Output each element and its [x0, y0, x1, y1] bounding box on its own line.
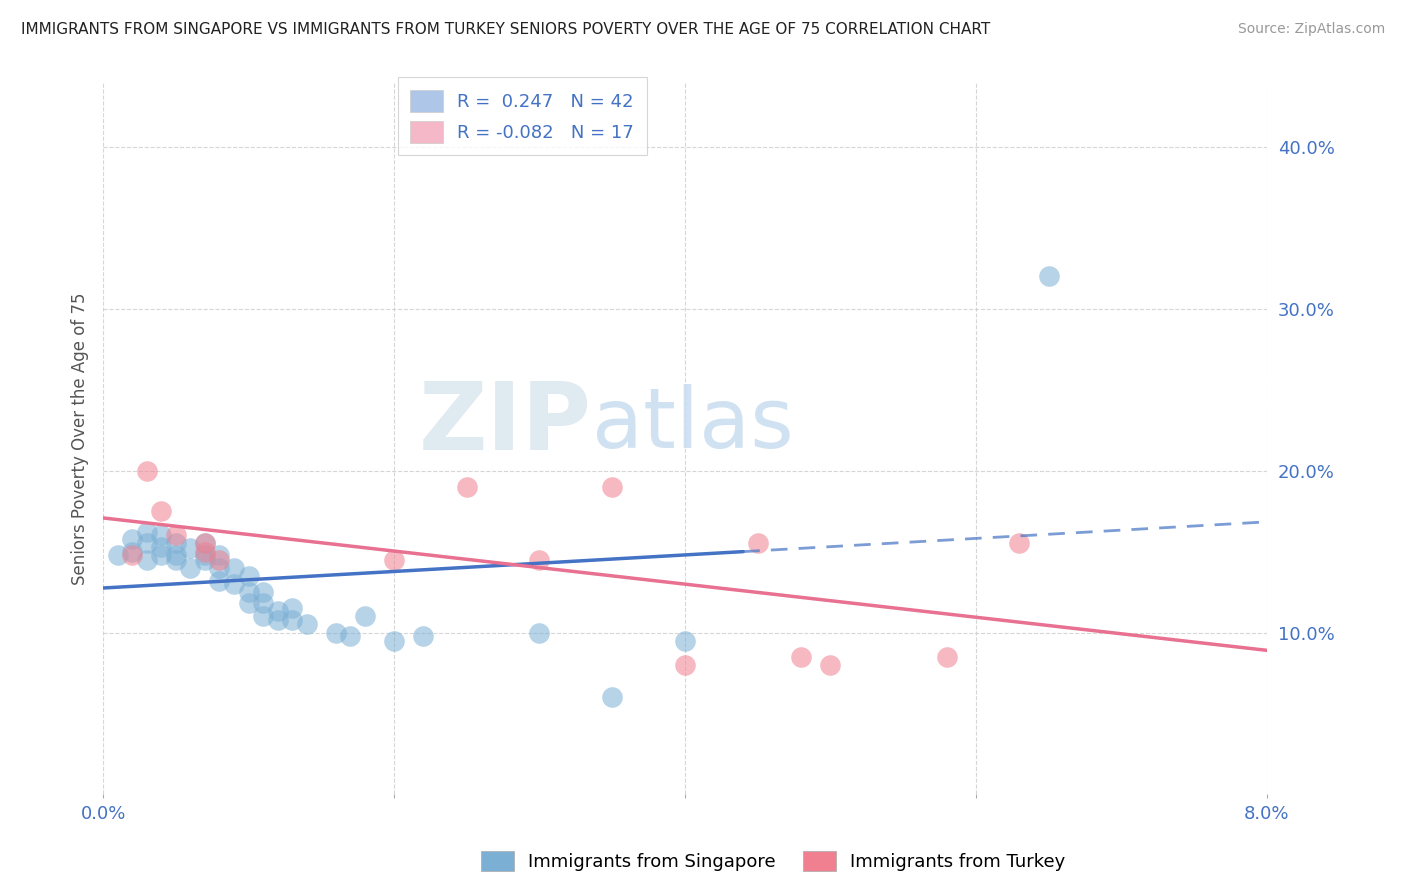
- Point: [107, 548, 129, 562]
- Point: [382, 633, 405, 648]
- Point: [339, 629, 361, 643]
- Point: [121, 544, 143, 558]
- Point: [238, 569, 260, 583]
- Point: [252, 596, 274, 610]
- Point: [456, 480, 478, 494]
- Point: [194, 548, 217, 562]
- Point: [266, 604, 288, 618]
- Point: [252, 609, 274, 624]
- Point: [208, 574, 231, 588]
- Point: [165, 528, 187, 542]
- Point: [747, 536, 769, 550]
- Point: [194, 536, 217, 550]
- Text: Source: ZipAtlas.com: Source: ZipAtlas.com: [1237, 22, 1385, 37]
- Point: [935, 649, 957, 664]
- Text: IMMIGRANTS FROM SINGAPORE VS IMMIGRANTS FROM TURKEY SENIORS POVERTY OVER THE AGE: IMMIGRANTS FROM SINGAPORE VS IMMIGRANTS …: [21, 22, 990, 37]
- Point: [382, 552, 405, 566]
- Point: [295, 617, 318, 632]
- Point: [135, 525, 157, 540]
- Point: [238, 596, 260, 610]
- Point: [412, 629, 434, 643]
- Point: [600, 480, 623, 494]
- Point: [673, 657, 696, 672]
- Legend: R =  0.247   N = 42, R = -0.082   N = 17: R = 0.247 N = 42, R = -0.082 N = 17: [398, 77, 647, 155]
- Point: [600, 690, 623, 705]
- Point: [194, 552, 217, 566]
- Point: [208, 548, 231, 562]
- Point: [165, 552, 187, 566]
- Point: [179, 541, 201, 556]
- Point: [238, 585, 260, 599]
- Point: [135, 464, 157, 478]
- Point: [1008, 536, 1031, 550]
- Point: [529, 625, 551, 640]
- Point: [150, 540, 173, 554]
- Point: [281, 601, 304, 615]
- Point: [222, 560, 245, 574]
- Text: atlas: atlas: [592, 384, 793, 465]
- Point: [208, 560, 231, 574]
- Point: [150, 504, 173, 518]
- Point: [354, 609, 377, 624]
- Point: [121, 548, 143, 562]
- Point: [673, 633, 696, 648]
- Point: [281, 613, 304, 627]
- Point: [252, 585, 274, 599]
- Point: [194, 536, 217, 550]
- Point: [1038, 269, 1060, 284]
- Point: [165, 548, 187, 562]
- Point: [208, 552, 231, 566]
- Point: [121, 532, 143, 546]
- Point: [150, 528, 173, 542]
- Point: [135, 536, 157, 550]
- Point: [194, 544, 217, 558]
- Point: [222, 577, 245, 591]
- Point: [790, 649, 813, 664]
- Point: [165, 536, 187, 550]
- Point: [179, 560, 201, 574]
- Point: [529, 552, 551, 566]
- Point: [325, 625, 347, 640]
- Point: [150, 548, 173, 562]
- Legend: Immigrants from Singapore, Immigrants from Turkey: Immigrants from Singapore, Immigrants fr…: [474, 844, 1073, 879]
- Point: [135, 552, 157, 566]
- Point: [820, 657, 842, 672]
- Text: ZIP: ZIP: [419, 378, 592, 470]
- Y-axis label: Seniors Poverty Over the Age of 75: Seniors Poverty Over the Age of 75: [72, 292, 89, 584]
- Point: [266, 613, 288, 627]
